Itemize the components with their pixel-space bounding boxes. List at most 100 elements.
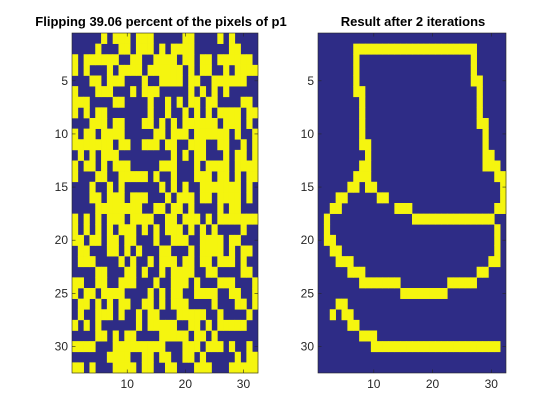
left-cell [194,319,201,331]
right-cell [417,43,425,55]
left-cell [106,245,114,257]
left-cell [101,266,108,278]
left-cell [228,192,236,204]
left-cell [124,351,131,363]
right-cell [400,43,407,55]
left-cell [141,43,148,55]
right-cell [423,288,430,299]
left-cell [159,256,166,268]
right-cell [347,256,354,268]
left-cell [165,362,172,374]
left-cell [194,213,201,225]
right-cell [394,341,401,353]
left-cell [130,213,137,225]
right-axes-box [317,32,507,374]
left-cell [188,245,195,257]
right-panel: Result after 2 iterations 10 20 30 5 10 15 20 2… [301,14,507,391]
left-cell [159,75,166,87]
right-cell [376,192,383,204]
left-cell [106,224,114,236]
left-cell [124,171,131,183]
left-cell [223,54,230,66]
right-cell [323,234,331,246]
left-cell [217,107,224,119]
right-cell [412,213,419,225]
right-cell [482,139,489,151]
left-cell [118,128,125,140]
left-cell [182,351,189,363]
left-cell [234,118,241,129]
left-cell [176,277,183,289]
left-cell [170,75,177,87]
left-cell [118,203,125,214]
left-cell [199,256,207,268]
left-cell [89,149,96,161]
left-cell [147,33,154,44]
left-cell [234,351,241,363]
right-x-tick-label: 30 [485,377,499,391]
left-cell [130,234,137,246]
right-cell [464,341,472,353]
right-cell [500,203,507,214]
left-cell [211,96,218,108]
left-cell [223,181,230,193]
left-cell [165,224,172,236]
left-cell [72,64,79,76]
right-cell [347,181,354,193]
left-cell [106,54,114,66]
left-cell [83,213,90,225]
left-cell [176,288,183,299]
right-y-tick-label: 25 [301,286,315,300]
left-cell [170,64,177,76]
left-cell [112,245,119,257]
left-cell [228,277,236,289]
left-cell [182,213,189,225]
left-cell [182,277,189,289]
right-cell [412,43,419,55]
left-cell [182,43,189,55]
right-cell [394,43,401,55]
left-cell [130,362,137,374]
right-cell [365,160,372,172]
left-cell [89,341,96,353]
left-cell [240,266,247,278]
right-cell [476,96,483,108]
left-cell [252,171,259,183]
right-cell [494,203,501,214]
left-cell [199,192,207,204]
left-cell [223,118,230,129]
right-y-tick-label: 10 [301,127,315,141]
left-cell [83,319,90,331]
left-cell [240,298,247,310]
left-cell [118,309,125,321]
left-cell [217,139,224,151]
left-cell [118,213,125,225]
left-cell [188,266,195,278]
left-cell [95,319,102,331]
left-cell [153,54,160,66]
left-cell [205,181,212,193]
left-cell [95,54,102,66]
left-cell [240,75,247,87]
left-cell [147,139,154,151]
left-cell [252,160,259,172]
left-cell [228,213,236,225]
left-cell [217,33,224,44]
left-cell [194,149,201,161]
left-cell [89,192,96,204]
right-cell [365,43,372,55]
left-cell [118,256,125,268]
right-cell [447,277,454,289]
right-cell [406,43,413,55]
left-cell [234,43,241,55]
left-cell [112,128,119,140]
left-cell [205,192,212,204]
left-cell [159,298,166,310]
left-cell [112,33,119,44]
left-cell [211,288,218,299]
left-cell [252,213,259,225]
left-cell [118,298,125,310]
left-cell [72,224,79,236]
left-cell [147,351,154,363]
